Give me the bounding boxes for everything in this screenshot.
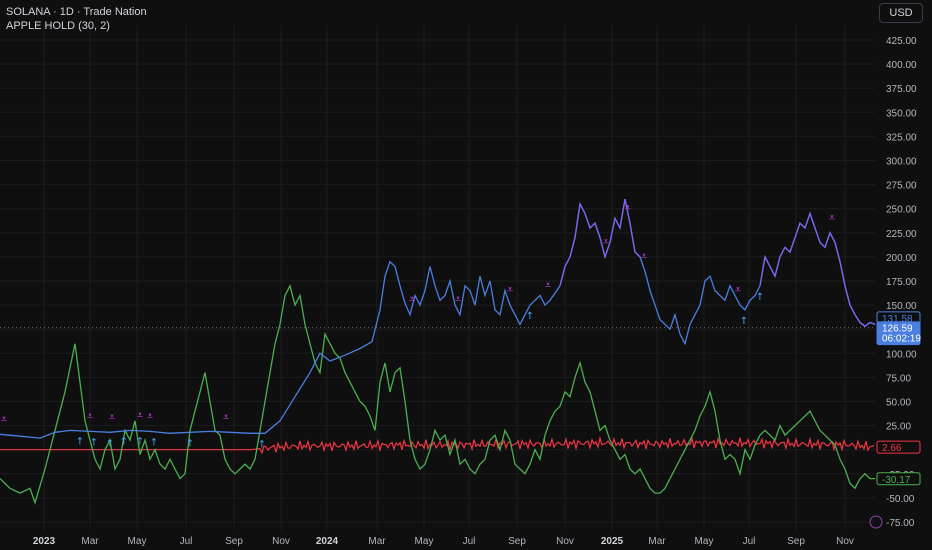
- value-tag-label: -30.17: [882, 475, 911, 486]
- x-tick-label: Nov: [836, 536, 854, 547]
- sell-signal-icon: ⩡: [735, 283, 741, 296]
- y-tick-label: 150.00: [886, 301, 917, 312]
- grid-lines: [0, 25, 875, 530]
- y-tick-label: 200.00: [886, 253, 917, 264]
- trade-signals: ⩡ ⩡ ⩡ ⩡ ⩡ ⩡ ⩡ ⩡ ⩡ ⩡ ⩡ ⩡ ⩡ ⩡ ⩡ ↑ ↑ ↑ ↑ ↑ ↑ ↑ ↑ ↑ ↑ ↑: [1, 201, 835, 450]
- price-series: [0, 198, 876, 439]
- sell-signal-icon: ⩡: [109, 410, 115, 423]
- buy-signal-icon: ↑: [120, 436, 128, 447]
- sell-signal-icon: ⩡: [507, 283, 513, 296]
- x-tick-label: Mar: [368, 536, 386, 547]
- buy-signal-icon: ↑: [740, 316, 748, 327]
- sell-signal-icon: ⩡: [455, 293, 461, 306]
- x-tick-label: Nov: [556, 536, 574, 547]
- sell-signal-icon: ⩡: [545, 278, 551, 291]
- symbol-title[interactable]: SOLANA · 1D · Trade Nation: [6, 6, 147, 18]
- x-tick-label: Jul: [180, 536, 193, 547]
- x-tick-label: 2025: [601, 536, 624, 547]
- y-tick-label: 75.00: [886, 373, 911, 384]
- y-tick-label: 50.00: [886, 398, 911, 409]
- sell-signal-icon: ⩡: [1, 412, 7, 425]
- x-tick-label: 2023: [33, 536, 56, 547]
- y-tick-label: 275.00: [886, 181, 917, 192]
- y-tick-label: -75.00: [886, 518, 915, 529]
- buy-signal-icon: ↑: [258, 439, 266, 450]
- sell-signal-icon: ⩡: [147, 409, 153, 422]
- buy-signal-icon: ↑: [76, 436, 84, 447]
- sell-signal-icon: ⩡: [603, 235, 609, 248]
- value-tag-box: [876, 322, 921, 346]
- y-tick-label: 225.00: [886, 229, 917, 240]
- buy-signal-icon: ↑: [106, 438, 114, 449]
- buy-signal-icon: ↑: [756, 292, 764, 303]
- x-tick-label: 2024: [316, 536, 339, 547]
- x-tick-label: May: [695, 536, 714, 547]
- green-oscillator-series: [0, 283, 875, 505]
- buy-signal-icon: ↑: [526, 311, 534, 322]
- price-line-up: [559, 198, 641, 286]
- time-axis[interactable]: 2023 Mar May Jul Sep Nov 2024 Mar May Jul Sep Nov 20…: [33, 536, 854, 547]
- value-tag-label: 2.66: [882, 443, 902, 454]
- y-tick-label: 325.00: [886, 132, 917, 143]
- chart-legend: SOLANA · 1D · Trade Nation APPLE HOLD (3…: [6, 5, 147, 33]
- y-tick-label: 300.00: [886, 157, 917, 168]
- sell-signal-icon: ⩡: [409, 293, 415, 306]
- sell-signal-icon: ⩡: [625, 201, 631, 214]
- x-tick-label: Sep: [787, 536, 805, 547]
- sell-signal-icon: ⩡: [829, 211, 835, 224]
- value-tag: 2.66: [876, 440, 921, 454]
- buy-signal-icon: ↑: [136, 436, 144, 447]
- y-tick-label: 250.00: [886, 205, 917, 216]
- buy-signal-icon: ↑: [186, 438, 194, 449]
- sell-signal-icon: ⩡: [87, 409, 93, 422]
- price-line-up: [759, 211, 876, 328]
- y-tick-label: 25.00: [886, 422, 911, 433]
- x-tick-label: Sep: [508, 536, 526, 547]
- y-tick-label: 350.00: [886, 108, 917, 119]
- x-tick-label: Mar: [648, 536, 666, 547]
- x-tick-label: Jul: [743, 536, 756, 547]
- x-tick-label: Sep: [225, 536, 243, 547]
- price-axis[interactable]: 425.00 400.00 375.00 350.00 325.00 300.00 275.…: [886, 36, 917, 529]
- buy-signal-icon: ↑: [90, 437, 98, 448]
- y-tick-label: 175.00: [886, 277, 917, 288]
- value-tag: -30.17: [876, 472, 921, 486]
- y-tick-label: 425.00: [886, 36, 917, 47]
- value-tag-label: 131.58: [882, 314, 913, 325]
- buy-signal-icon: ↑: [150, 437, 158, 448]
- scroll-to-realtime-icon: [869, 515, 883, 529]
- y-tick-label: 100.00: [886, 349, 917, 360]
- value-tag-box: [876, 472, 921, 486]
- sell-signal-icon: ⩡: [223, 410, 229, 423]
- indicator-title[interactable]: APPLE HOLD (30, 2): [6, 20, 110, 32]
- y-tick-label: 400.00: [886, 60, 917, 71]
- sell-signal-icon: ⩡: [641, 249, 647, 262]
- value-tag-box: [876, 440, 921, 454]
- green-oscillator-line: [0, 283, 875, 505]
- y-tick-label: -50.00: [886, 494, 915, 505]
- countdown-label: 06:02:19: [882, 334, 921, 345]
- sell-signal-icon: ⩡: [137, 408, 143, 421]
- x-tick-label: May: [415, 536, 434, 547]
- red-oscillator-series: [0, 435, 875, 455]
- x-tick-label: Mar: [81, 536, 99, 547]
- value-tag-label: 126.59: [882, 324, 913, 335]
- red-oscillator-line: [0, 435, 875, 455]
- currency-button[interactable]: USD: [879, 3, 923, 23]
- y-tick-label: 375.00: [886, 84, 917, 95]
- x-tick-label: May: [128, 536, 147, 547]
- x-tick-label: Jul: [463, 536, 476, 547]
- x-tick-label: Nov: [272, 536, 290, 547]
